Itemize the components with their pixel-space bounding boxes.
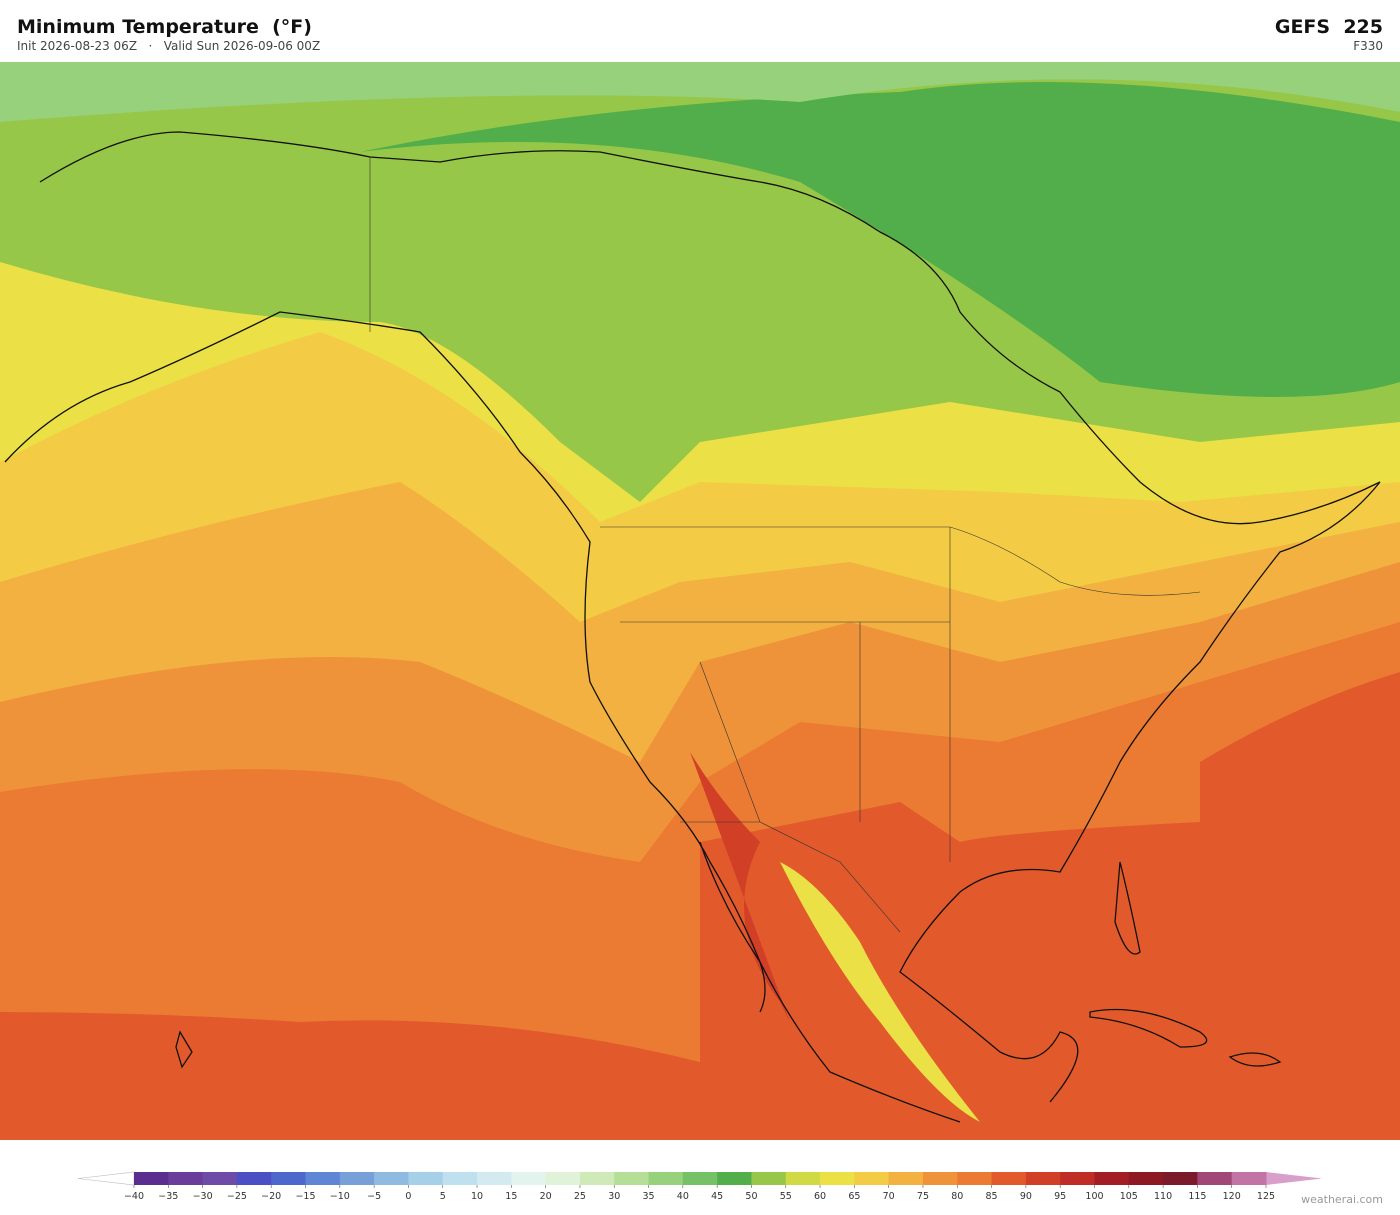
colorbar-bin [785,1172,821,1185]
field [0,62,1400,122]
colorbar-bin [305,1172,341,1185]
tick-label: 0 [405,1191,411,1202]
tick-label: 25 [574,1191,586,1202]
tick-label: 50 [745,1191,757,1202]
colorbar-bin [134,1172,169,1185]
tick-label: 115 [1188,1191,1206,1202]
model: GEFS 225 [1274,16,1383,38]
colorbar-bin [408,1172,444,1185]
tick-label: −5 [367,1191,381,1202]
field [780,862,980,1122]
colorbar-bin [1060,1172,1095,1185]
colorbar-bin [442,1172,478,1185]
tick-label: 10 [471,1191,483,1202]
colorbar-bin [236,1172,272,1185]
tick-label: 120 [1223,1191,1241,1202]
tick-label: 40 [677,1191,689,1202]
colorbar-bin [374,1172,409,1185]
colorbar-under [77,1171,135,1186]
field [690,752,794,1029]
colorbar-bin [991,1172,1027,1185]
colorbar-over [1266,1172,1322,1185]
tick-label: −20 [261,1191,281,1202]
tick-label: 20 [540,1191,552,1202]
colorbar-bin [888,1172,924,1185]
colorbar-bin [1231,1172,1267,1185]
tick-label: 65 [848,1191,860,1202]
tick-label: 105 [1120,1191,1138,1202]
tick-label: −35 [158,1191,178,1202]
tick-label: 125 [1257,1191,1275,1202]
tick-label: −10 [330,1191,350,1202]
credit: weatherai.com [1301,1193,1383,1206]
tick-label: 45 [711,1191,723,1202]
colorbar-bin [271,1172,307,1185]
tick-label: 60 [814,1191,826,1202]
tick-label: 80 [951,1191,963,1202]
tick-label: 100 [1085,1191,1103,1202]
colorbar-bin [202,1172,238,1185]
colorbar-bin [1163,1172,1198,1185]
tick-label: 85 [986,1191,998,1202]
tick-label: 70 [883,1191,895,1202]
tick-label: −15 [295,1191,315,1202]
colorbar-bin [922,1172,958,1185]
colorbar-bin [1094,1172,1130,1185]
tick-label: 90 [1020,1191,1032,1202]
colorbar-bin [545,1172,581,1185]
borders [369,157,1201,933]
tick-label: 15 [505,1191,517,1202]
field [360,82,1400,397]
colorbar-bin [717,1172,752,1185]
title: Minimum Temperature (°F) [17,16,312,38]
colorbar-bin [477,1172,512,1185]
colorbar: −40 −35 −30 −25 −20 −15 −10 −5 0 5 10 15 20 25 30 35 40 4… [77,1171,1322,1202]
tick-label: −25 [227,1191,247,1202]
tick-label: 75 [917,1191,929,1202]
colorbar-bin [648,1172,684,1185]
colorbar-bin [511,1172,547,1185]
tick-label: 110 [1154,1191,1172,1202]
colorbar-bin [751,1172,787,1185]
tick-label: −30 [193,1191,213,1202]
colorbar-bin [957,1172,993,1185]
tick-label: 55 [780,1191,792,1202]
tick-label: 30 [608,1191,620,1202]
forecast-hour: F330 [1353,39,1383,53]
map [0,62,1400,1140]
colorbar-bin [1128,1172,1164,1185]
colorbar-bin [1025,1172,1061,1185]
tick-label: 95 [1054,1191,1066,1202]
subtitle: Init 2026-08-23 06Z · Valid Sun 2026-09-… [17,39,321,53]
colorbar-bin [168,1172,204,1185]
coastline [4,131,1381,1123]
colorbar-bin [682,1172,718,1185]
tick-label: 5 [440,1191,446,1202]
tick-label: −40 [124,1191,144,1202]
colorbar-bin [614,1172,650,1185]
tick-label: 35 [642,1191,654,1202]
colorbar-bin [339,1172,375,1185]
colorbar-bin [1197,1172,1233,1185]
colorbar-bin [820,1172,855,1185]
colorbar-bin [854,1172,890,1185]
colorbar-bin [579,1172,615,1185]
